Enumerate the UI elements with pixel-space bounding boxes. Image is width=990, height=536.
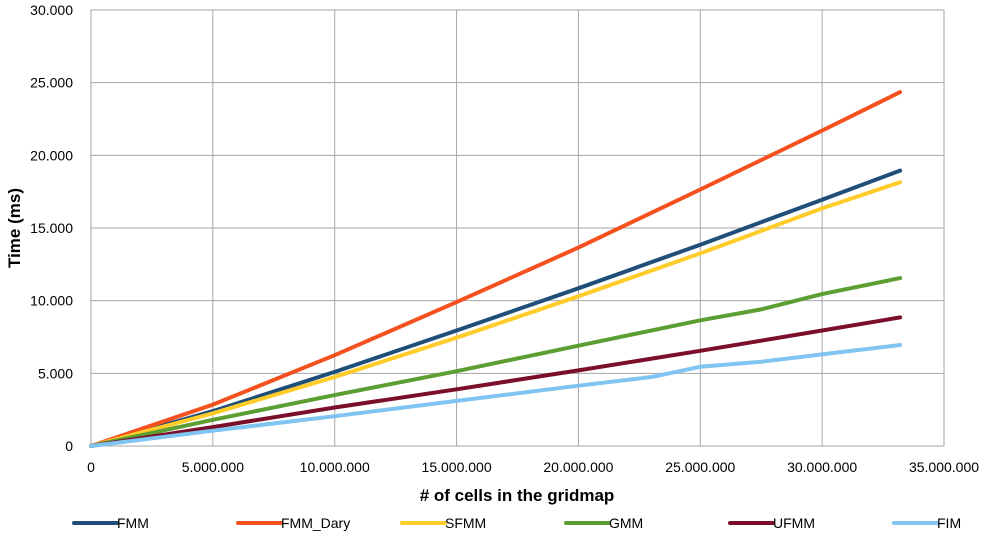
y-tick-label: 20.000 <box>30 147 73 163</box>
x-tick-label: 15.000.000 <box>422 459 492 475</box>
series-line-fmm <box>89 168 903 448</box>
legend-item-fim: FIM <box>892 515 961 531</box>
x-tick-label: 30.000.000 <box>787 459 857 475</box>
x-tick-label: 25.000.000 <box>665 459 735 475</box>
y-tick-label: 0 <box>65 438 73 454</box>
legend-label: SFMM <box>445 515 486 531</box>
legend-item-fmm-dary: FMM_Dary <box>236 515 350 531</box>
y-tick-label: 5.000 <box>38 365 73 381</box>
legend: FMM FMM_Dary SFMM GMM UFMM FIM <box>72 515 961 531</box>
x-tick-label: 10.000.000 <box>300 459 370 475</box>
x-axis-ticks: 0 5.000.000 10.000.000 15.000.000 20.000.000… <box>87 459 979 475</box>
legend-label: FMM_Dary <box>281 515 350 531</box>
legend-item-fmm: FMM <box>72 515 149 531</box>
y-axis-ticks: 0 5.000 10.000 15.000 20.000 25.000 30.000 <box>30 2 73 454</box>
legend-label: FIM <box>937 515 961 531</box>
y-tick-label: 25.000 <box>30 75 73 91</box>
gridlines <box>91 10 944 446</box>
x-tick-label: 20.000.000 <box>543 459 613 475</box>
series-lines <box>89 90 903 448</box>
x-axis-title: # of cells in the gridmap <box>420 486 615 505</box>
legend-label: FMM <box>117 515 149 531</box>
x-tick-label: 5.000.000 <box>182 459 244 475</box>
y-tick-label: 10.000 <box>30 293 73 309</box>
y-tick-label: 30.000 <box>30 2 73 18</box>
legend-label: UFMM <box>773 515 815 531</box>
legend-item-gmm: GMM <box>564 515 643 531</box>
series-line-sfmm <box>89 180 903 448</box>
series-line-gmm <box>89 276 903 448</box>
x-tick-label: 0 <box>87 459 95 475</box>
legend-item-sfmm: SFMM <box>400 515 486 531</box>
y-axis-title: Time (ms) <box>5 188 24 268</box>
x-tick-label: 35.000.000 <box>909 459 979 475</box>
series-line-fmm-dary <box>89 90 903 448</box>
series-line-fim <box>89 343 903 448</box>
legend-label: GMM <box>609 515 643 531</box>
y-tick-label: 15.000 <box>30 220 73 236</box>
legend-item-ufmm: UFMM <box>728 515 815 531</box>
series-line-ufmm <box>89 315 903 448</box>
